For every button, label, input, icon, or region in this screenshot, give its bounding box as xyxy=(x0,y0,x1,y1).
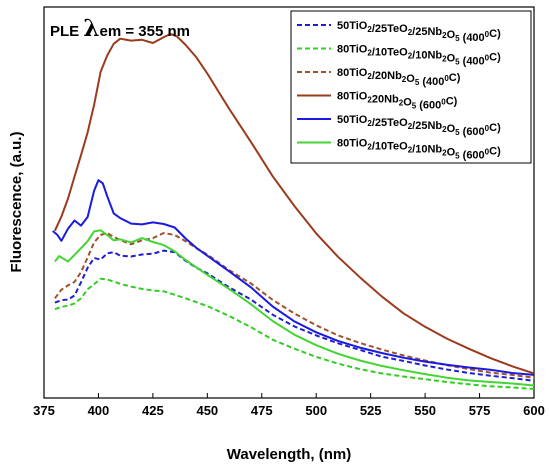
x-tick-label: 450 xyxy=(196,403,218,418)
series-line-80tio2-10teo2-10nb2o5-400-c xyxy=(54,277,535,390)
y-axis-title: Fluorescence, (a.u.) xyxy=(8,132,25,273)
annotation-lambda: λ xyxy=(83,15,99,42)
x-tick-label: 425 xyxy=(142,403,164,418)
legend-label-80tio2-10teo2-10nb2o5-400-c: 80TiO2/10TeO2/10Nb2O5 (4000C) xyxy=(337,44,501,68)
legend-label-80tio2-10teo2-10nb2o5-600-c: 80TiO2/10TeO2/10Nb2O5 (6000C) xyxy=(337,138,501,162)
series-line-80tio2-10teo2-10nb2o5-600-c xyxy=(54,229,535,387)
series-line-80tio2-20nb2o5-400-c xyxy=(54,232,535,379)
legend-label-80tio2-20nb2o5-400-c: 80TiO2/20Nb2O5 (4000C) xyxy=(337,67,461,88)
x-axis: 375 400 425 450 475 500 525 550 575 600 xyxy=(33,393,545,418)
legend-box xyxy=(290,10,532,164)
series-line-80tio2-20nb2o5-600-c xyxy=(53,33,535,375)
annotation-prefix: PLE xyxy=(50,23,83,40)
legend-label-80tio2-20nb2o5-600-c: 80TiO220Nb2O5 (6000C) xyxy=(337,91,458,112)
series-line-50tio2-25teo2-25nb2o5-600-c xyxy=(52,179,535,376)
series-layer xyxy=(52,33,535,390)
legend-label-50tio2-25teo2-25nb2o5-600-c: 50TiO2/25TeO2/25Nb2O5 (6000C) xyxy=(337,114,501,138)
x-tick-label: 600 xyxy=(523,403,545,418)
x-axis-title: Wavelength, (nm) xyxy=(227,446,351,463)
annotation-rest: em = 355 nm xyxy=(99,23,189,40)
legend-label-50tio2-25teo2-25nb2o5-400-c: 50TiO2/25TeO2/25Nb2O5 (4000C) xyxy=(337,20,501,44)
x-tick-label: 525 xyxy=(360,403,382,418)
x-tick-label: 475 xyxy=(251,403,273,418)
x-tick-label: 375 xyxy=(33,403,55,418)
x-tick-label: 575 xyxy=(469,403,491,418)
x-tick-label: 400 xyxy=(88,403,110,418)
legend: 50TiO2/25TeO2/25Nb2O5 (4000C)80TiO2/10Te… xyxy=(290,10,532,164)
x-tick-label: 500 xyxy=(305,403,327,418)
x-tick-label: 550 xyxy=(414,403,436,418)
annotation: PLE λem = 355 nm xyxy=(50,15,190,42)
